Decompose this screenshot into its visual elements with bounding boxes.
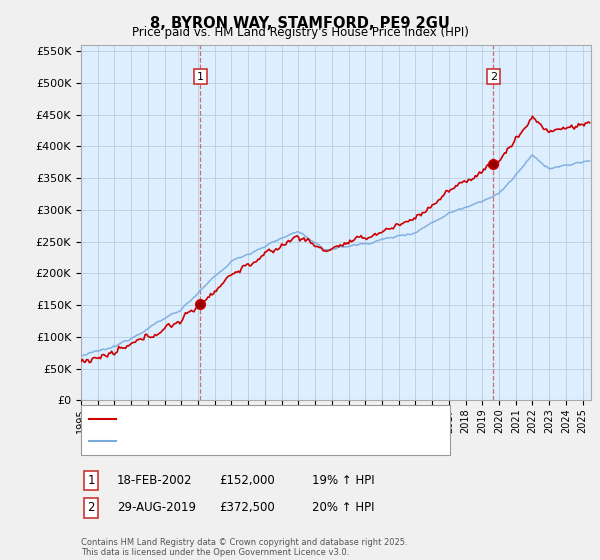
Text: 8, BYRON WAY, STAMFORD, PE9 2GU (detached house): 8, BYRON WAY, STAMFORD, PE9 2GU (detache… bbox=[122, 414, 407, 424]
Text: Price paid vs. HM Land Registry's House Price Index (HPI): Price paid vs. HM Land Registry's House … bbox=[131, 26, 469, 39]
Text: 19% ↑ HPI: 19% ↑ HPI bbox=[312, 474, 374, 487]
Text: £372,500: £372,500 bbox=[219, 501, 275, 515]
Text: 8, BYRON WAY, STAMFORD, PE9 2GU: 8, BYRON WAY, STAMFORD, PE9 2GU bbox=[150, 16, 450, 31]
Text: 1: 1 bbox=[197, 72, 204, 82]
Text: Contains HM Land Registry data © Crown copyright and database right 2025.
This d: Contains HM Land Registry data © Crown c… bbox=[81, 538, 407, 557]
Text: 18-FEB-2002: 18-FEB-2002 bbox=[117, 474, 193, 487]
Text: 2: 2 bbox=[490, 72, 497, 82]
Text: 20% ↑ HPI: 20% ↑ HPI bbox=[312, 501, 374, 515]
Text: HPI: Average price, detached house, South Kesteven: HPI: Average price, detached house, Sout… bbox=[122, 436, 396, 446]
Text: £152,000: £152,000 bbox=[219, 474, 275, 487]
Text: 2: 2 bbox=[88, 501, 95, 515]
Text: 29-AUG-2019: 29-AUG-2019 bbox=[117, 501, 196, 515]
Text: 1: 1 bbox=[88, 474, 95, 487]
